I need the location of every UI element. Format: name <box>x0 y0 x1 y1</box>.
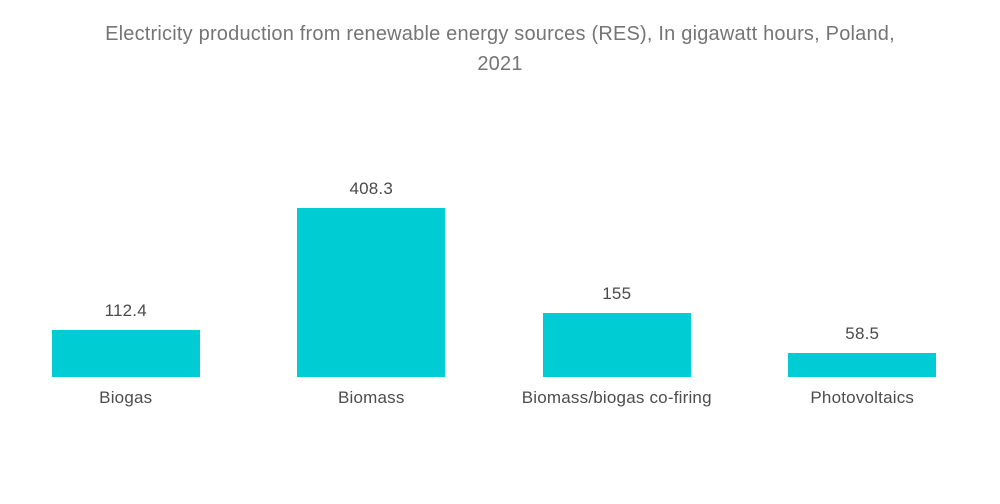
bar-chart: 112.4 Biogas 408.3 Biomass 155 Biomass/biogas… <box>3 0 986 407</box>
bar <box>51 330 200 377</box>
bar-category-label: Biogas <box>99 388 153 407</box>
bar-value-label: 408.3 <box>349 179 394 198</box>
bar <box>297 208 446 377</box>
bar-column: 408.3 Biomass <box>249 0 495 407</box>
bar-column: 58.5 Photovoltaics <box>740 0 986 407</box>
bar-value-label: 112.4 <box>104 301 147 320</box>
bar-value-label: 58.5 <box>845 324 880 343</box>
chart-title-line-2: 2021 <box>477 53 523 75</box>
bar-category-label: Biomass <box>337 388 405 407</box>
chart-title-line-1: Electricity production from renewable en… <box>105 23 895 45</box>
bar <box>542 313 691 377</box>
bar-column: 112.4 Biogas <box>3 0 249 407</box>
bar-value-label: 155 <box>602 284 632 303</box>
chart-title: Electricity production from renewable en… <box>0 0 1000 79</box>
bar <box>788 353 937 377</box>
bar-column: 155 Biomass/biogas co-firing <box>494 0 740 407</box>
bar-category-label: Biomass/biogas co-firing <box>521 388 712 407</box>
bar-category-label: Photovoltaics <box>810 388 915 407</box>
